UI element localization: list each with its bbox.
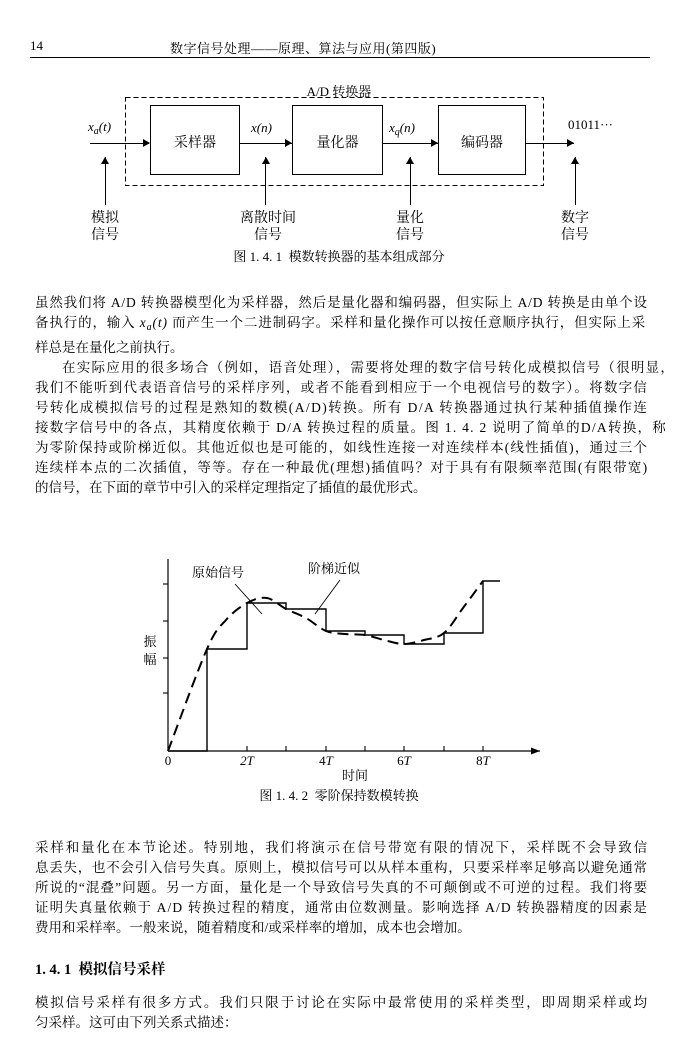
- svg-text:4T: 4T: [319, 753, 334, 768]
- svg-text:时间: 时间: [342, 768, 368, 783]
- svg-text:6T: 6T: [397, 753, 412, 768]
- svg-text:图 1. 4. 2 零阶保持数模转换: 图 1. 4. 2 零阶保持数模转换: [259, 788, 418, 803]
- svg-text:2T: 2T: [240, 753, 255, 768]
- svg-text:8T: 8T: [476, 753, 491, 768]
- svg-text:幅: 幅: [143, 652, 156, 667]
- svg-text:0: 0: [165, 753, 172, 768]
- svg-text:振: 振: [143, 634, 156, 649]
- svg-text:阶梯近似: 阶梯近似: [308, 561, 361, 576]
- svg-text:原始信号: 原始信号: [192, 565, 244, 580]
